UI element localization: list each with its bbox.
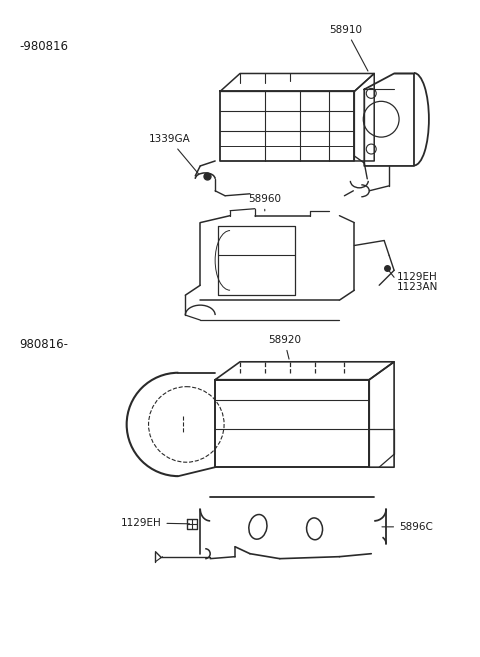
Text: 1339GA: 1339GA: [148, 134, 198, 173]
Text: 5896C: 5896C: [382, 522, 433, 532]
Text: 58920: 58920: [268, 335, 301, 359]
Text: 980816-: 980816-: [19, 338, 68, 351]
Text: 58910: 58910: [329, 25, 368, 71]
Text: 1129EH: 1129EH: [397, 273, 438, 283]
Text: 1123AN: 1123AN: [397, 283, 438, 292]
Text: -980816: -980816: [19, 39, 68, 53]
Text: 1129EH: 1129EH: [120, 518, 190, 528]
Text: 58960: 58960: [248, 194, 281, 211]
